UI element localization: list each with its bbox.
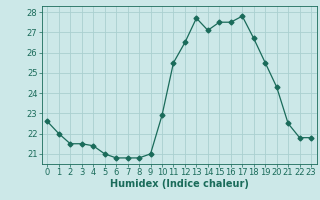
X-axis label: Humidex (Indice chaleur): Humidex (Indice chaleur) <box>110 179 249 189</box>
